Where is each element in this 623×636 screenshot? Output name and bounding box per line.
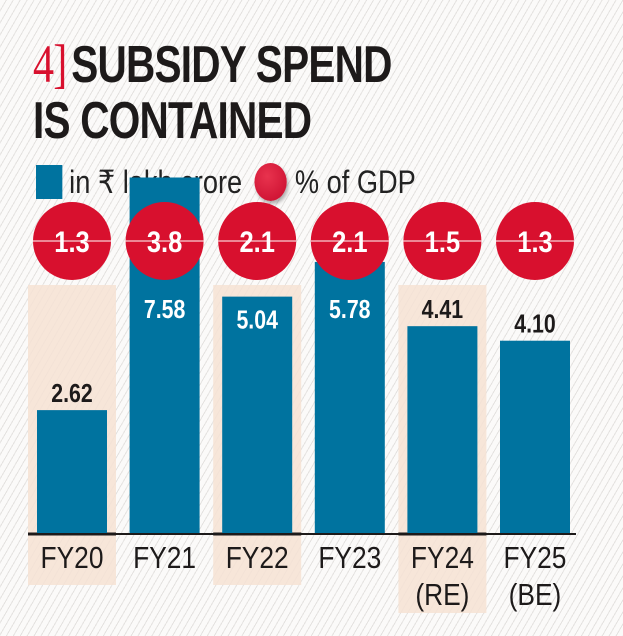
x-tick-label: (RE) <box>415 578 469 612</box>
x-tick-label: FY21 <box>133 541 196 575</box>
chart-title-line1: 4]SUBSIDY SPEND <box>33 34 392 94</box>
gdp-value-label: 1.5 <box>425 225 460 258</box>
x-tick-label: FY20 <box>41 541 104 575</box>
chart-number: 4] <box>33 34 67 94</box>
gdp-value-label: 2.1 <box>239 225 274 258</box>
bar-value-label: 5.78 <box>329 295 370 325</box>
bar-fy23 <box>314 261 385 533</box>
x-tick-label: (BE) <box>509 578 562 612</box>
bar-value-label: 5.04 <box>236 306 278 336</box>
x-tick-label: FY24 <box>411 541 474 575</box>
legend-circle-swatch <box>254 163 287 201</box>
bar-fy24-re- <box>407 326 478 533</box>
chart-title-line2: IS CONTAINED <box>33 92 312 150</box>
bar-value-label: 7.58 <box>144 295 185 325</box>
gdp-value-label: 1.3 <box>54 225 89 258</box>
gdp-value-label: 2.1 <box>332 225 367 258</box>
x-tick-label: FY22 <box>226 541 289 575</box>
bar-value-label: 4.41 <box>422 295 463 325</box>
bar-fy20 <box>37 410 107 533</box>
gdp-value-label: 1.3 <box>517 225 552 258</box>
bar-value-label: 2.62 <box>51 379 92 409</box>
bar-fy25-be- <box>500 340 570 533</box>
gdp-value-label: 3.8 <box>147 225 182 258</box>
legend-bar-swatch <box>36 165 63 199</box>
bar-fy22 <box>222 296 293 533</box>
x-tick-label: FY25 <box>504 541 567 575</box>
bar-value-label: 4.10 <box>514 310 555 340</box>
x-tick-label: FY23 <box>318 541 381 575</box>
legend-circle-label: % of GDP <box>294 163 416 200</box>
